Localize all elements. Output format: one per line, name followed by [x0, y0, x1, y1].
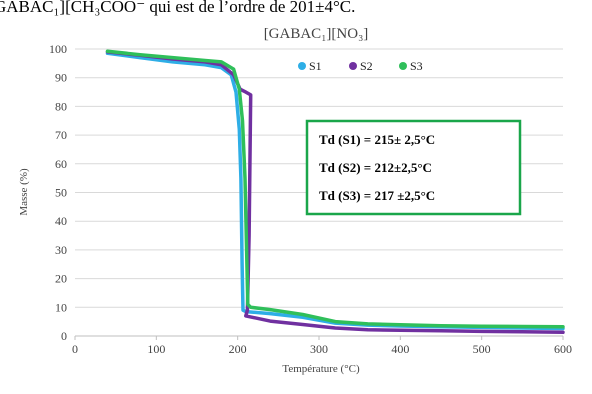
annotation-frame	[305, 119, 522, 216]
y-axis-ticks: 0 10 20 30 40 50 60 70 80 90 100	[49, 42, 67, 343]
chart-title: [GABAC₁][NO₃]	[264, 26, 369, 42]
td-annotation: Td (S2) = 212±2,5°C	[319, 160, 432, 175]
y-tick-label: 60	[55, 157, 67, 171]
x-tick-label: 300	[310, 342, 328, 356]
y-tick-label: 100	[49, 42, 67, 56]
x-tick-label: 200	[229, 342, 247, 356]
y-axis-title: Masse (%)	[18, 168, 30, 216]
y-tick-label: 80	[55, 99, 67, 113]
legend-marker-s3	[399, 62, 407, 70]
y-tick-label: 30	[55, 243, 67, 257]
legend-label-s3: S3	[410, 59, 423, 73]
x-tick-label: 100	[147, 342, 165, 356]
legend-marker-s1	[298, 62, 306, 70]
x-tick-label: 600	[554, 342, 572, 356]
y-tick-label: 90	[55, 71, 67, 85]
x-tick-label: 500	[473, 342, 491, 356]
x-tick-label: 400	[391, 342, 409, 356]
x-tick-label: 0	[72, 342, 78, 356]
x-axis-ticks: 0 100 200 300 400 500 600	[72, 336, 572, 356]
series-lines	[105, 49, 565, 335]
td-annotation: Td (S3) = 217 ±2,5°C	[319, 188, 435, 203]
y-tick-label: 50	[55, 186, 67, 200]
y-tick-label: 20	[55, 272, 67, 286]
td-annotation: Td (S1) = 215± 2,5°C	[319, 132, 435, 147]
legend-label-s2: S2	[360, 59, 373, 73]
y-tick-label: 70	[55, 128, 67, 142]
y-tick-label: 0	[61, 329, 67, 343]
legend: S1 S2 S3	[298, 59, 423, 73]
caption-fragment: GABAC₁][CH₃COO⁻ qui est de l’ordre de 20…	[0, 0, 355, 16]
series-line-s3	[105, 49, 565, 329]
legend-marker-s2	[349, 62, 357, 70]
legend-label-s1: S1	[309, 59, 322, 73]
x-axis-title: Température (°C)	[282, 363, 360, 375]
annotation-box: Td (S1) = 215± 2,5°C Td (S2) = 212±2,5°C T…	[305, 119, 522, 216]
y-tick-label: 10	[55, 300, 67, 314]
y-tick-label: 40	[55, 214, 67, 228]
series-line-s2	[105, 50, 565, 335]
